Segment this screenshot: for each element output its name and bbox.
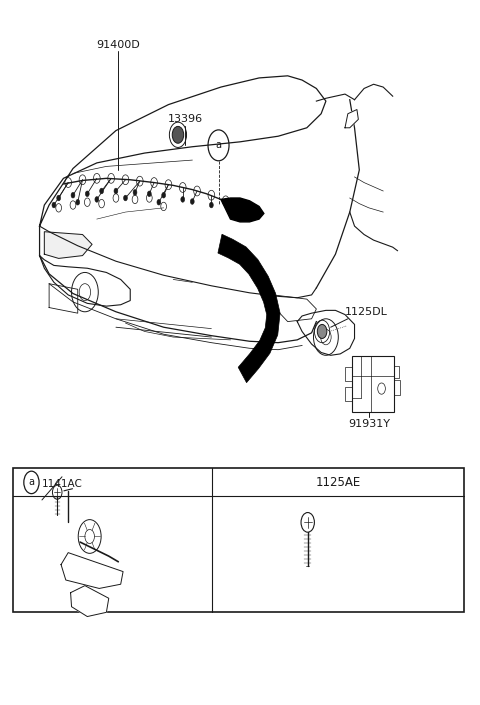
Circle shape: [122, 175, 129, 185]
Circle shape: [136, 176, 143, 186]
Circle shape: [85, 191, 89, 197]
Bar: [394, 366, 399, 379]
Circle shape: [94, 173, 100, 183]
Circle shape: [194, 186, 200, 196]
Text: 1125AE: 1125AE: [315, 476, 360, 489]
Circle shape: [123, 195, 127, 201]
Circle shape: [114, 188, 118, 194]
Text: 1141AC: 1141AC: [42, 479, 83, 489]
Text: a: a: [216, 140, 222, 150]
Circle shape: [71, 192, 75, 198]
Polygon shape: [44, 232, 92, 259]
Circle shape: [100, 188, 104, 194]
Circle shape: [151, 178, 157, 188]
Text: 91931Y: 91931Y: [348, 419, 390, 429]
Polygon shape: [61, 553, 123, 589]
Circle shape: [180, 183, 186, 192]
Bar: [13, 468, 464, 613]
Text: 13396: 13396: [168, 114, 203, 124]
Circle shape: [165, 180, 172, 190]
Circle shape: [157, 200, 161, 205]
Circle shape: [209, 202, 213, 208]
Circle shape: [147, 191, 151, 197]
Text: a: a: [28, 477, 35, 487]
Circle shape: [191, 199, 194, 204]
Bar: [352, 356, 394, 412]
Circle shape: [79, 175, 86, 185]
Circle shape: [65, 178, 72, 188]
Polygon shape: [345, 109, 359, 128]
Circle shape: [108, 173, 115, 183]
Polygon shape: [71, 586, 109, 617]
Circle shape: [57, 195, 60, 201]
Circle shape: [133, 190, 137, 195]
Circle shape: [208, 190, 215, 200]
Circle shape: [317, 324, 327, 338]
Circle shape: [172, 126, 184, 143]
Bar: [394, 380, 400, 396]
Circle shape: [95, 197, 99, 202]
Circle shape: [162, 192, 166, 198]
Text: 1125DL: 1125DL: [345, 307, 388, 317]
Text: 91400D: 91400D: [96, 40, 140, 50]
Circle shape: [76, 200, 80, 205]
Polygon shape: [218, 234, 280, 383]
Bar: [346, 367, 352, 381]
Bar: [346, 387, 352, 401]
Circle shape: [222, 196, 229, 206]
Polygon shape: [221, 198, 264, 222]
Circle shape: [181, 197, 185, 202]
Circle shape: [52, 202, 56, 208]
